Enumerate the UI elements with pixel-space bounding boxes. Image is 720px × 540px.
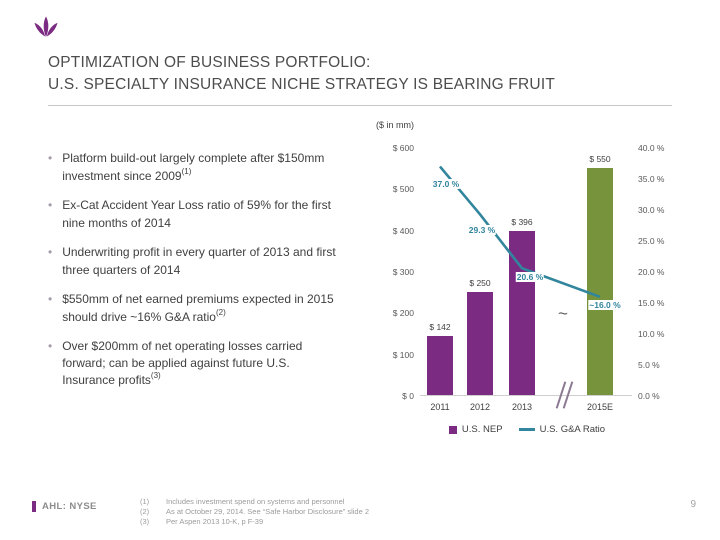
bar-2015E [587, 167, 613, 395]
axis-break-tilde: ~ [558, 304, 568, 323]
ticker-label: AHL: NYSE [42, 501, 97, 512]
bullet-item: • Ex-Cat Accident Year Loss ratio of 59%… [48, 197, 344, 231]
bullet-list: • Platform build-out largely complete af… [48, 150, 344, 402]
aspen-logo [34, 16, 58, 37]
footnote: (1) Includes investment spend on systems… [140, 497, 369, 507]
gaa-ratio-polyline [439, 165, 601, 299]
left-axis: $ 600 $ 500 $ 400 $ 300 $ 200 $ 100 $ 0 [372, 143, 414, 401]
legend-item-nep: U.S. NEP [448, 424, 503, 435]
footnote-ref: (3) [150, 371, 161, 381]
footnotes: (1) Includes investment spend on systems… [140, 497, 369, 526]
logo-petal-right [46, 22, 58, 37]
chart-legend: U.S. NEP U.S. G&A Ratio [412, 424, 642, 435]
bullet-dot-icon: • [48, 198, 53, 213]
footnote-text: Includes investment spend on systems and… [166, 497, 345, 506]
bar-2012 [467, 291, 493, 395]
line-value-label: ~16.0 % [588, 299, 622, 310]
x-axis-label-2012: 2012 [469, 402, 491, 412]
x-axis-label-2011: 2011 [430, 402, 450, 412]
page-number: 9 [690, 499, 696, 510]
left-axis-tick: $ 100 [392, 349, 414, 360]
right-axis-tick: 20.0 % [638, 267, 665, 277]
title-line-1: OPTIMIZATION OF BUSINESS PORTFOLIO: [48, 54, 371, 71]
x-axis-labels: 2011 2012 2013 2015E [420, 402, 632, 416]
footer-logo-mark [32, 501, 36, 512]
bullet-item: • $550mm of net earned premiums expected… [48, 291, 344, 325]
bullet-dot-icon: • [48, 245, 53, 260]
footnote: (2) As at October 29, 2014. See “Safe Ha… [140, 507, 369, 517]
legend-item-gaa: U.S. G&A Ratio [518, 424, 606, 435]
x-axis-label-2013: 2013 [511, 402, 533, 412]
right-axis-tick: 15.0 % [638, 298, 665, 308]
footnote-text: Per Aspen 2013 10-K, p F-39 [166, 516, 264, 526]
bullet-item: • Over $200mm of net operating losses ca… [48, 338, 344, 389]
chart-plot: ~ $ 142 $ 250 $ 396 $ 550 37.0 % 29.3 % 20.6 %… [420, 148, 632, 409]
right-axis-tick: 10.0 % [638, 329, 665, 339]
bullet-item: • Underwriting profit in every quarter o… [48, 244, 344, 278]
title-line-2: U.S. SPECIALTY INSURANCE NICHE STRATEGY … [48, 76, 556, 94]
footnote-text: As at October 29, 2014. See “Safe Harbor… [166, 506, 370, 516]
legend-gaa-label: U.S. G&A Ratio [539, 424, 606, 435]
title-divider [48, 105, 672, 106]
left-axis-tick: $ 400 [392, 225, 414, 236]
footnote-number: (3) [140, 516, 150, 526]
bullet-text: $550mm of net earned premiums expected i… [62, 292, 334, 324]
left-axis-tick: $ 300 [392, 267, 414, 277]
footnote-number: (2) [140, 506, 150, 516]
right-axis-tick: 30.0 % [638, 205, 665, 215]
legend-nep-label: U.S. NEP [461, 424, 503, 435]
x-axis-label-2015E: 2015E [586, 402, 614, 412]
bullet-text: Platform build-out largely complete afte… [62, 151, 325, 183]
bar-value-label: $ 550 [589, 153, 611, 164]
bar-value-label: $ 396 [511, 217, 533, 228]
line-value-label: 37.0 % [431, 178, 461, 189]
footnote-ref: (1) [181, 166, 192, 176]
left-axis-tick: $ 600 [392, 143, 414, 153]
left-axis-tick: $ 500 [392, 184, 414, 195]
footnote-number: (1) [140, 497, 150, 506]
bullet-dot-icon: • [48, 339, 53, 354]
footnote-ref: (2) [215, 307, 226, 317]
line-value-label: 29.3 % [467, 225, 497, 236]
bullet-text: Over $200mm of net operating losses carr… [62, 339, 303, 388]
gaa-ratio-line [439, 165, 601, 299]
bullet-dot-icon: • [48, 292, 53, 307]
legend-gaa-swatch [518, 428, 535, 431]
right-axis: 40.0 % 35.0 % 30.0 % 25.0 % 20.0 % 15.0 % 10.0… [638, 143, 688, 401]
bullet-item: • Platform build-out largely complete af… [48, 150, 344, 184]
bar-value-label: $ 250 [469, 277, 491, 288]
nep-gaa-chart: ($ in mm) $ 600 $ 500 $ 400 $ 300 $ 200 $ 100… [372, 120, 692, 452]
legend-nep-swatch [448, 425, 457, 434]
chart-units-label: ($ in mm) [376, 120, 414, 130]
bullet-dot-icon: • [48, 151, 53, 165]
left-axis-tick: $ 0 [402, 391, 414, 401]
logo-petal-left [34, 22, 46, 37]
right-axis-tick: 25.0 % [638, 236, 665, 246]
bar-value-label: $ 142 [429, 322, 451, 333]
logo-petal-center [43, 16, 49, 37]
right-axis-tick: 5.0 % [638, 360, 660, 370]
right-axis-tick: 35.0 % [638, 174, 665, 184]
bullet-text: Ex-Cat Accident Year Loss ratio of 59% f… [62, 198, 332, 230]
footer-ticker: AHL: NYSE [32, 501, 97, 512]
bullet-text: Underwriting profit in every quarter of … [62, 245, 336, 277]
page-title: OPTIMIZATION OF BUSINESS PORTFOLIO: U.S.… [48, 52, 555, 97]
right-axis-tick: 0.0 % [638, 391, 660, 401]
right-axis-tick: 40.0 % [638, 143, 665, 153]
line-value-label: 20.6 % [515, 272, 545, 283]
bar-2011 [427, 336, 453, 395]
footnote: (3) Per Aspen 2013 10-K, p F-39 [140, 517, 369, 527]
left-axis-tick: $ 200 [392, 308, 414, 319]
